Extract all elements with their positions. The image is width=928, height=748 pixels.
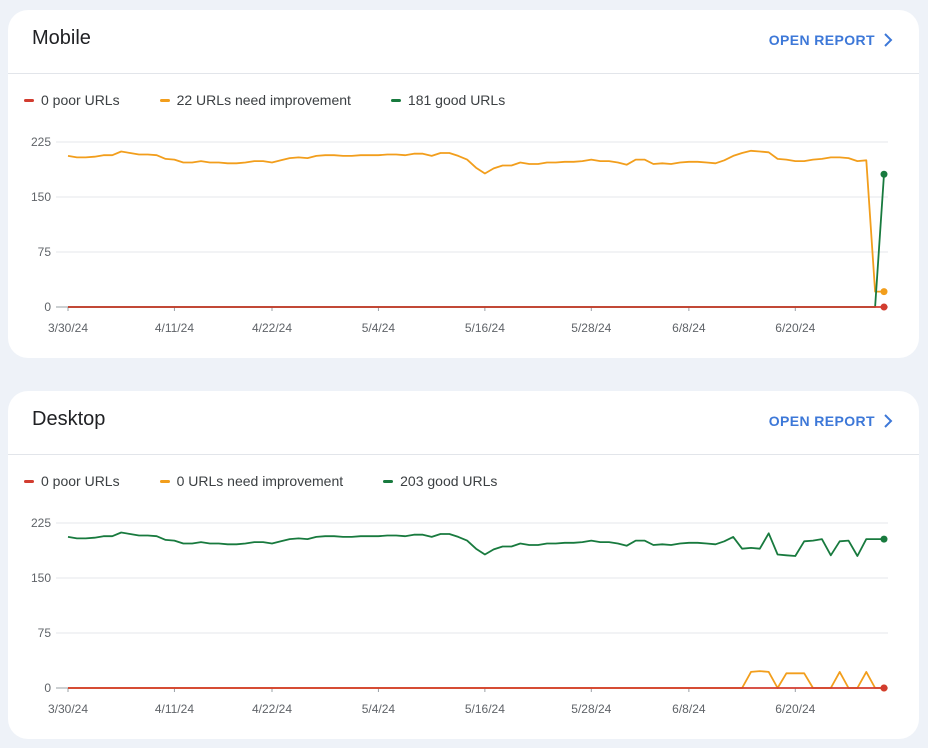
x-tick-label: 5/4/24 [362,321,396,335]
x-tick-label: 6/20/24 [775,321,815,335]
x-tick-label: 4/22/24 [252,702,292,716]
series-endpoint-good[interactable] [880,535,888,543]
legend-item-poor[interactable]: 0 poor URLs [24,473,120,489]
legend-swatch-improvement [159,98,170,102]
legend-item-good[interactable]: 203 good URLs [383,473,497,489]
x-tick-label: 4/11/24 [155,702,194,716]
chart-legend: 0 poor URLs 0 URLs need improvement 203 … [24,471,537,491]
y-tick-label: 150 [31,571,51,585]
open-report-label: OPEN REPORT [768,32,875,48]
chart-legend: 0 poor URLs 22 URLs need improvement 181… [24,90,545,110]
series-line-good[interactable] [68,174,885,308]
series-endpoint-good[interactable] [880,170,888,178]
x-tick-label: 5/16/24 [465,321,505,335]
legend-swatch-improvement [159,479,170,483]
series-endpoint-improvement[interactable] [880,288,888,296]
series-line-good[interactable] [67,531,884,557]
series-endpoint-poor[interactable] [880,303,888,311]
card-title: Desktop [32,408,106,430]
legend-item-improvement[interactable]: 22 URLs need improvement [159,92,351,108]
legend-label-good: 181 good URLs [407,92,506,108]
x-tick-label: 6/8/24 [672,321,706,335]
legend-label-poor: 0 poor URLs [41,92,120,108]
desktop-line-chart: 0 75 150 225 3/30/24 4/11/24 4/22/24 5/4/24 5/16… [31,516,888,716]
card-header: Desktop OPEN REPORT [8,391,919,455]
open-report-button[interactable]: OPEN REPORT [769,32,893,48]
y-tick-label: 225 [31,516,51,530]
x-tick-label: 4/11/24 [155,321,194,335]
legend-swatch-good [390,98,401,102]
mobile-card: Mobile OPEN REPORT 0 poor URLs 22 URLs n… [8,10,919,358]
legend-item-poor[interactable]: 0 poor URLs [24,92,120,108]
y-tick-label: 225 [31,135,51,149]
x-tick-label: 5/28/24 [571,321,611,335]
y-tick-label: 75 [38,626,52,640]
y-tick-label: 0 [44,300,51,314]
x-tick-label: 5/28/24 [571,702,611,716]
legend-label-improvement: 0 URLs need improvement [176,473,344,489]
card-title: Mobile [32,27,91,49]
open-report-label: OPEN REPORT [768,413,875,429]
y-tick-label: 75 [38,245,52,259]
legend-label-good: 203 good URLs [400,473,498,489]
legend-item-improvement[interactable]: 0 URLs need improvement [159,473,344,489]
legend-item-good[interactable]: 181 good URLs [390,92,506,108]
card-header: Mobile OPEN REPORT [8,10,919,74]
x-tick-label: 5/4/24 [362,702,396,716]
y-tick-label: 150 [31,190,51,204]
y-tick-label: 0 [44,681,51,695]
series-endpoint-poor[interactable] [880,684,888,692]
mobile-line-chart: 0 75 150 225 3/30/24 4/11/24 4/22/24 5/4/24 5/16… [31,135,888,335]
series-line-improvement[interactable] [68,670,884,689]
x-tick-label: 6/20/24 [775,702,815,716]
legend-swatch-poor [24,98,34,102]
open-report-button[interactable]: OPEN REPORT [769,413,893,429]
legend-label-improvement: 22 URLs need improvement [176,92,351,108]
legend-swatch-poor [24,479,34,483]
legend-label-poor: 0 poor URLs [41,473,120,489]
legend-swatch-good [383,479,394,483]
x-tick-label: 3/30/24 [48,702,88,716]
chevron-right-icon [884,414,893,428]
x-tick-label: 3/30/24 [48,321,88,335]
series-line-improvement[interactable] [67,149,884,293]
x-tick-label: 6/8/24 [672,702,706,716]
x-tick-label: 5/16/24 [465,702,505,716]
x-tick-label: 4/22/24 [252,321,292,335]
desktop-card: Desktop OPEN REPORT 0 poor URLs 0 URLs n… [8,391,919,739]
chevron-right-icon [884,33,893,47]
